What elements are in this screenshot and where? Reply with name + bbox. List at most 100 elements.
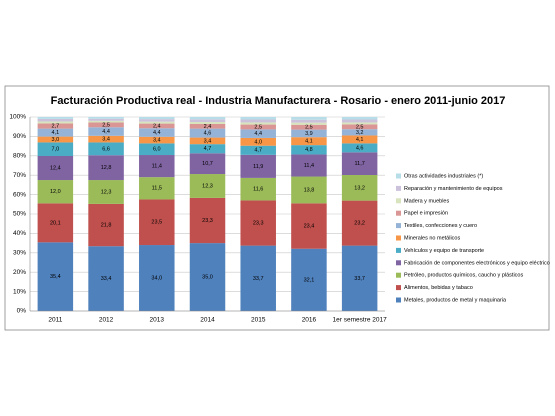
bar-segment: [291, 176, 327, 204]
y-tick-label: 70%: [13, 172, 26, 179]
value-label: 13,2: [354, 185, 365, 191]
value-label: 12,4: [50, 165, 61, 171]
bar-segment: [189, 197, 226, 244]
value-label: 11,9: [253, 164, 263, 170]
value-label: 3,0: [52, 137, 60, 143]
bar-segment: [240, 119, 276, 123]
value-label: 33,4: [101, 276, 112, 282]
value-label: 4,1: [305, 139, 313, 145]
value-label: 10,7: [202, 161, 213, 167]
bar-segment: [88, 246, 124, 311]
value-label: 4,0: [254, 139, 262, 145]
value-label: 11,6: [253, 187, 263, 193]
bar-segment: [189, 174, 226, 198]
y-tick-label: 0%: [17, 308, 27, 315]
bar-segment: [139, 199, 175, 246]
legend-label: Otras actividades industriales (*): [404, 173, 483, 179]
value-label: 20,1: [50, 220, 61, 226]
value-label: 3,9: [305, 131, 313, 137]
bar-segment: [139, 119, 175, 122]
bar-segment: [240, 200, 276, 246]
legend-swatch: [396, 297, 401, 303]
y-tick-label: 30%: [13, 250, 26, 257]
y-tick-label: 80%: [13, 153, 26, 160]
value-label: 2,4: [153, 123, 161, 129]
bar-segment: [88, 135, 124, 143]
value-label: 12,3: [202, 183, 213, 189]
value-label: 23,2: [354, 221, 365, 227]
bar-segment: [189, 137, 226, 145]
bar-segment: [37, 136, 74, 143]
value-label: 3,2: [356, 130, 364, 136]
bar-segment: [88, 155, 124, 181]
legend-swatch: [396, 173, 401, 179]
legend-swatch: [396, 260, 401, 266]
legend-label: Papel e impresión: [404, 211, 448, 217]
y-tick-label: 10%: [13, 288, 26, 295]
bar-segment: [88, 127, 124, 136]
bar-segment: [88, 120, 124, 123]
value-label: 11,4: [152, 164, 162, 170]
value-label: 33,7: [354, 276, 365, 282]
legend-label: Petróleo, productos químicos, caucho y p…: [404, 273, 523, 279]
bar-segment: [37, 118, 74, 122]
bar-segment: [37, 203, 74, 243]
bar-segment: [37, 180, 74, 204]
bar-segment: [189, 243, 226, 311]
bar-segment: [139, 117, 175, 120]
y-tick-label: 50%: [13, 211, 26, 218]
bar-segment: [240, 245, 276, 311]
bar-segment: [240, 177, 276, 201]
legend-swatch: [396, 210, 401, 216]
y-tick-label: 90%: [13, 133, 26, 140]
bar-segment: [189, 144, 226, 154]
value-label: 33,7: [253, 276, 264, 282]
legend-swatch: [396, 272, 401, 278]
value-label: 32,1: [304, 277, 315, 283]
bar-segment: [139, 155, 175, 178]
legend-swatch: [396, 247, 401, 253]
value-label: 2,5: [356, 124, 364, 130]
bar-segment: [240, 137, 276, 146]
bar-segment: [139, 143, 175, 156]
value-label: 3,4: [102, 137, 110, 143]
value-label: 4,6: [356, 145, 364, 151]
bar-segment: [240, 124, 276, 130]
value-label: 23,5: [151, 220, 162, 226]
bar-segment: [139, 177, 175, 200]
bar-segment: [189, 128, 226, 138]
value-label: 2,5: [254, 124, 262, 130]
bar-segment: [240, 129, 276, 138]
value-label: 6,6: [102, 146, 110, 152]
legend-swatch: [396, 223, 401, 229]
bar-segment: [291, 145, 327, 155]
bar-segment: [37, 117, 74, 119]
y-tick-label: 40%: [13, 230, 26, 237]
bar-segment: [341, 122, 378, 125]
legend-label: Reparación y mantenimiento de equipos: [404, 186, 503, 192]
bar-segment: [291, 122, 327, 125]
bar-segment: [37, 142, 74, 156]
value-label: 35,4: [50, 274, 61, 280]
chart-title: Facturación Productiva real - Industria …: [51, 95, 506, 107]
bar-segment: [341, 129, 378, 136]
bar-segment: [139, 136, 175, 144]
bar-segment: [240, 154, 276, 178]
bar-segment: [291, 119, 327, 123]
value-label: 23,4: [304, 223, 315, 229]
value-label: 12,0: [50, 189, 61, 195]
bar-segment: [189, 153, 226, 175]
x-tick-label: 2015: [251, 317, 266, 324]
value-label: 21,8: [101, 223, 112, 229]
bar-segment: [88, 180, 124, 204]
bar-segment: [240, 117, 276, 120]
bar-segment: [341, 200, 378, 246]
x-tick-label: 2013: [150, 317, 165, 324]
bar-segment: [240, 122, 276, 125]
value-label: 2,5: [305, 125, 313, 131]
bar-segment: [291, 129, 327, 138]
legend-label: Metales, productos de metal y maquinaria: [404, 297, 507, 303]
y-tick-label: 100%: [9, 114, 26, 121]
legend-label: Textiles, confecciones y cuero: [404, 223, 477, 229]
